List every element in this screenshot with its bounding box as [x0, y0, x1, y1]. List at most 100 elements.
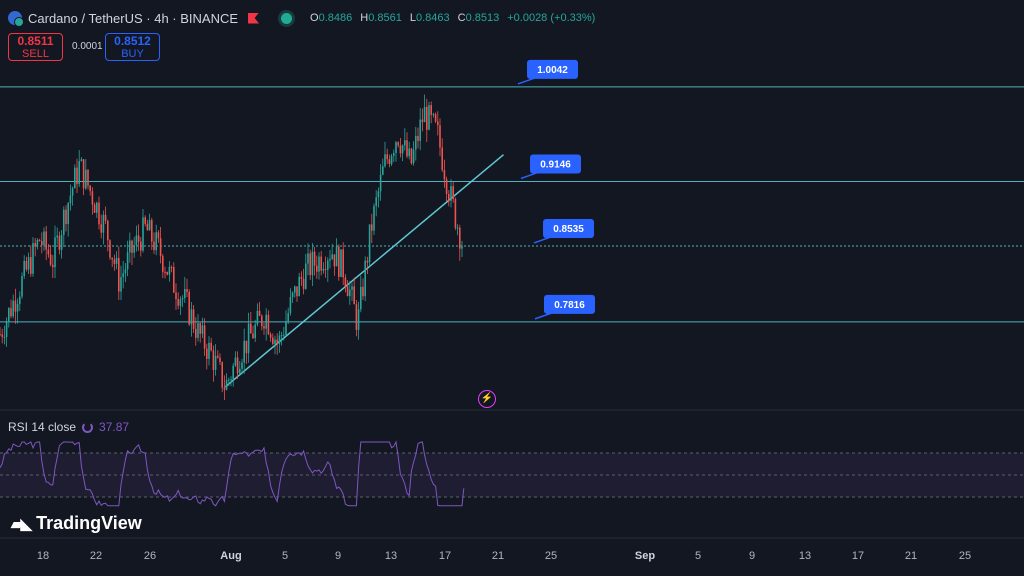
- candle-body: [265, 314, 267, 329]
- candle-body: [96, 202, 98, 213]
- time-axis-tick: 21: [491, 550, 505, 562]
- candle-body: [168, 266, 171, 275]
- candle-body: [443, 170, 446, 180]
- candle-body: [155, 232, 157, 251]
- candle-body: [133, 245, 135, 253]
- candle-body: [56, 235, 58, 238]
- candle-body: [67, 203, 69, 225]
- candle-body: [188, 291, 190, 325]
- candle-body: [417, 135, 419, 141]
- candle-body: [69, 195, 72, 204]
- candle-body: [111, 257, 113, 260]
- candle-body: [309, 253, 311, 276]
- candle-body: [214, 355, 217, 370]
- open-value: 0.8486: [318, 12, 353, 24]
- candle-body: [199, 323, 201, 334]
- candle-body: [353, 286, 355, 305]
- candle-body: [197, 323, 199, 338]
- candle-body: [305, 263, 307, 289]
- candle-body: [206, 348, 208, 359]
- level-callout-label: 0.9146: [540, 159, 571, 170]
- candle-body: [364, 260, 366, 297]
- candle-body: [298, 276, 300, 297]
- candle-body: [120, 277, 122, 292]
- candle-body: [60, 234, 63, 250]
- candle-body: [80, 159, 83, 162]
- candle-body: [382, 166, 384, 175]
- candle-body: [313, 251, 316, 266]
- candle-body: [291, 292, 294, 298]
- candle-body: [234, 357, 237, 366]
- tradingview-logo[interactable]: ▰◣ TradingView: [11, 513, 142, 534]
- candle-body: [8, 308, 10, 322]
- candle-body: [58, 235, 61, 250]
- candle-body: [241, 362, 243, 369]
- candle-body: [338, 246, 340, 277]
- flag-icon[interactable]: [248, 12, 260, 24]
- candle-body: [12, 300, 14, 317]
- candle-body: [78, 161, 80, 185]
- candle-body: [47, 249, 50, 255]
- cardano-coin-icon: [8, 11, 24, 27]
- candle-body: [54, 237, 56, 268]
- candle-body: [263, 326, 265, 329]
- candle-body: [430, 105, 432, 115]
- candle-body: [153, 241, 155, 251]
- time-axis-tick: 25: [958, 550, 972, 562]
- time-axis-tick: 18: [36, 550, 50, 562]
- spread-value: 0.0001: [72, 41, 103, 52]
- candle-body: [148, 220, 151, 231]
- candle-body: [316, 265, 318, 272]
- sell-button[interactable]: 0.8511 SELL: [8, 33, 63, 61]
- candle-body: [179, 299, 182, 306]
- candle-body: [212, 350, 215, 370]
- candle-body: [296, 286, 298, 297]
- candle-body: [415, 135, 417, 150]
- candle-body: [412, 149, 415, 164]
- candle-body: [459, 227, 461, 249]
- candle-body: [36, 239, 39, 247]
- candle-body: [104, 214, 107, 221]
- candle-body: [203, 325, 206, 349]
- level-callout: [544, 294, 595, 314]
- candle-body: [399, 145, 402, 154]
- candle-body: [30, 257, 32, 274]
- indicator-settings-icon[interactable]: [82, 421, 94, 433]
- candle-body: [272, 337, 274, 344]
- candle-body: [245, 340, 248, 354]
- candle-body: [390, 155, 393, 165]
- candle-body: [287, 313, 289, 322]
- time-axis-tick: 5: [281, 550, 289, 562]
- candle-body: [327, 260, 329, 270]
- candle-body: [5, 321, 8, 337]
- candle-body: [74, 167, 76, 189]
- candle-body: [236, 357, 239, 374]
- lightning-icon[interactable]: ⚡: [478, 390, 496, 408]
- candle-body: [428, 105, 430, 130]
- candle-body: [384, 154, 386, 167]
- candle-body: [71, 188, 74, 196]
- candle-body: [261, 315, 263, 327]
- candle-body: [397, 142, 399, 146]
- candle-body: [267, 314, 270, 335]
- candle-body: [239, 368, 241, 374]
- buy-button[interactable]: 0.8512 BUY: [105, 33, 160, 61]
- candle-body: [181, 298, 184, 300]
- candle-body: [373, 205, 375, 231]
- level-callout: [527, 59, 578, 79]
- time-axis-tick: 13: [384, 550, 398, 562]
- candle-body: [1, 334, 3, 337]
- tradingview-wordmark: TradingView: [36, 513, 142, 533]
- candle-body: [269, 334, 272, 338]
- candle-body: [100, 224, 102, 233]
- candle-body: [448, 193, 450, 201]
- symbol-title[interactable]: Cardano / TetherUS · 4h · BINANCE: [28, 10, 239, 26]
- buy-price: 0.8512: [114, 34, 151, 48]
- candle-body: [395, 142, 397, 153]
- candle-body: [195, 328, 197, 338]
- candle-body: [254, 324, 256, 339]
- ohlc-readout: O0.8486 H0.8561 L0.8463 C0.8513 +0.0028 …: [310, 12, 596, 24]
- candle-body: [318, 256, 320, 272]
- rsi-legend[interactable]: RSI 14 close 37.87: [8, 420, 129, 434]
